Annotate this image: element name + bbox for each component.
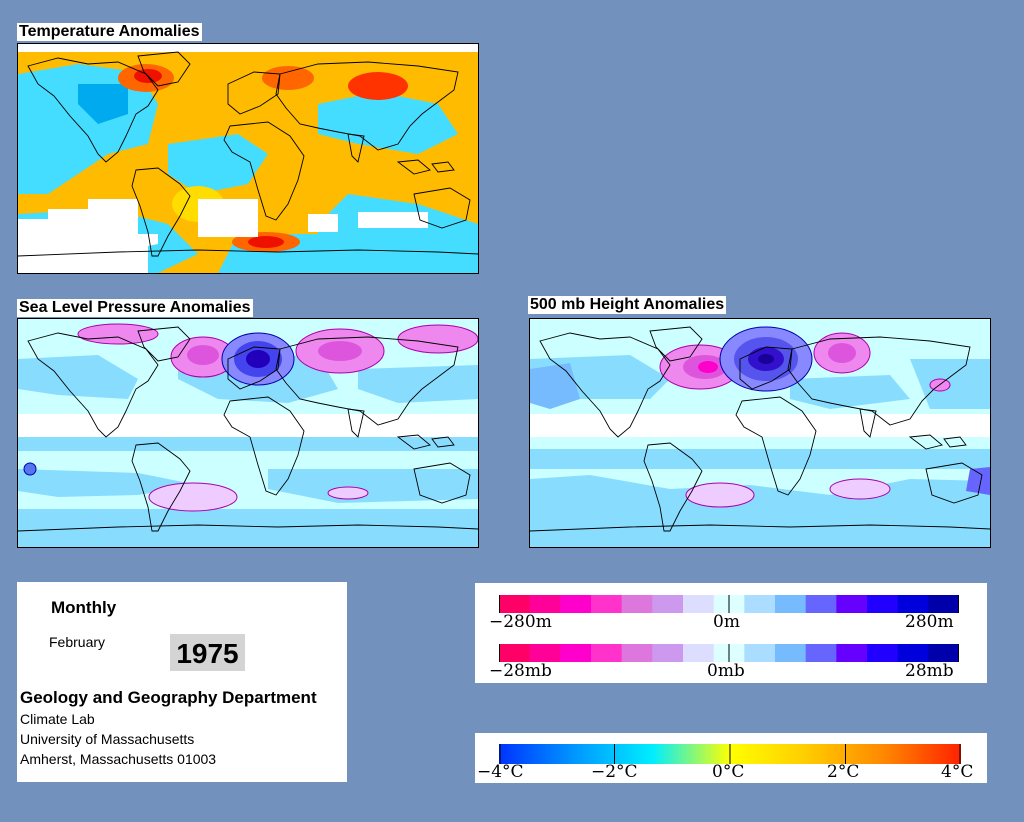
colorbar-swatch	[897, 644, 929, 662]
pressure-colorbar	[499, 644, 959, 662]
height-zero-label: 0m	[713, 612, 740, 632]
colorbar-swatch	[775, 595, 807, 613]
slp-anomalies-title: Sea Level Pressure Anomalies	[17, 299, 253, 317]
height-colorbar	[499, 595, 959, 613]
temp-label: −4°C	[477, 762, 524, 782]
colorbar-swatch	[805, 595, 837, 613]
height-min-label: −280m	[489, 612, 552, 632]
temperature-anomalies-title: Temperature Anomalies	[17, 23, 202, 41]
height-anomalies-map	[529, 318, 991, 548]
colorbar-swatch	[529, 595, 561, 613]
temperature-colorbar	[499, 744, 961, 764]
address-line: University of Massachusetts	[20, 731, 195, 747]
temp-label: −2°C	[591, 762, 638, 782]
colorbar-swatch	[652, 595, 684, 613]
colorbar-swatch	[836, 595, 868, 613]
height-anomalies-title: 500 mb Height Anomalies	[528, 296, 727, 314]
colorbar-swatch	[560, 644, 592, 662]
address-line: Climate Lab	[20, 711, 95, 727]
colorbar-swatch	[499, 595, 531, 613]
pressure-min-label: −28mb	[489, 661, 552, 681]
colorbar-swatch	[652, 644, 684, 662]
temp-label: 2°C	[827, 762, 860, 782]
colorbar-swatch	[621, 644, 653, 662]
colorbar-swatch	[499, 644, 531, 662]
colorbar-swatch	[928, 644, 959, 662]
info-panel: Monthly February 1975 Geology and Geogra…	[17, 582, 347, 782]
pressure-zero-label: 0mb	[707, 661, 745, 681]
year-label: 1975	[170, 634, 245, 671]
temperature-legend: −4°C −2°C 0°C 2°C 4°C	[475, 733, 987, 783]
colorbar-swatch	[867, 595, 899, 613]
period-label: Monthly	[51, 598, 117, 617]
colorbar-swatch	[775, 644, 807, 662]
colorbar-swatch	[897, 595, 929, 613]
slp-anomalies-map	[17, 318, 479, 548]
temperature-anomalies-map	[17, 43, 479, 274]
height-max-label: 280m	[905, 612, 954, 632]
colorbar-swatch	[683, 595, 715, 613]
colorbar-swatch	[744, 595, 776, 613]
colorbar-swatch	[867, 644, 899, 662]
month-label: February	[49, 634, 106, 650]
colorbar-swatch	[591, 595, 623, 613]
colorbar-swatch	[621, 595, 653, 613]
colorbar-swatch	[560, 595, 592, 613]
colorbar-swatch	[805, 644, 837, 662]
temp-label: 0°C	[712, 762, 745, 782]
colorbar-swatch	[836, 644, 868, 662]
colorbar-swatch	[683, 644, 715, 662]
temp-label: 4°C	[941, 762, 974, 782]
department-name: Geology and Geography Department	[20, 688, 317, 707]
height-pressure-legend: −280m 0m 280m −28mb 0mb 28mb	[475, 583, 987, 683]
address-line: Amherst, Massachusetts 01003	[20, 751, 217, 767]
colorbar-swatch	[529, 644, 561, 662]
pressure-max-label: 28mb	[905, 661, 954, 681]
colorbar-swatch	[591, 644, 623, 662]
colorbar-swatch	[744, 644, 776, 662]
colorbar-swatch	[928, 595, 959, 613]
